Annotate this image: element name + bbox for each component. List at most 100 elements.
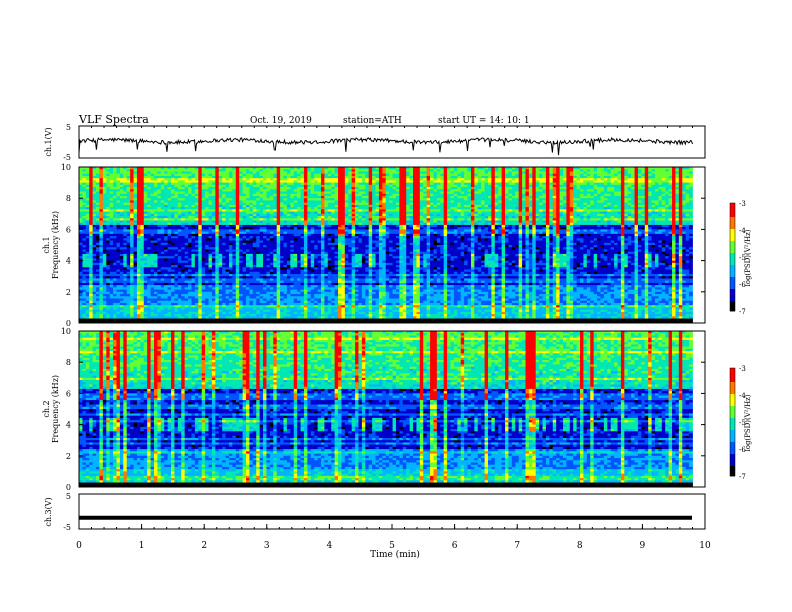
spectrogram-cell xyxy=(436,173,441,177)
spectrogram-cell xyxy=(228,175,233,179)
spectrogram-cell xyxy=(123,182,128,186)
spectrogram-cell xyxy=(406,200,410,204)
spectrogram-cell xyxy=(286,178,291,181)
spectrogram-cell xyxy=(106,191,111,195)
spectrogram-cell xyxy=(361,189,366,192)
spectrogram-cell xyxy=(157,204,162,208)
spectrogram-cell xyxy=(225,184,230,188)
spectrogram-cell xyxy=(259,193,264,197)
spectrogram-cell xyxy=(392,184,397,188)
spectrogram-cell xyxy=(637,167,642,170)
spectrogram-cell xyxy=(545,167,550,170)
spectrogram-cell xyxy=(423,193,428,197)
spectrogram-cell xyxy=(583,175,588,179)
spectrogram-cell xyxy=(92,207,97,210)
spectrogram-cell xyxy=(211,184,216,188)
spectrogram-cell xyxy=(300,178,305,181)
spectrogram-cell xyxy=(174,180,179,183)
spectrogram-cell xyxy=(467,178,472,181)
spectrogram-cell xyxy=(348,202,353,206)
spectrogram-cell xyxy=(218,200,223,204)
spectrogram-cell xyxy=(406,189,410,192)
spectrogram-cell xyxy=(402,195,407,199)
spectrogram-cell xyxy=(164,200,169,204)
spectrogram-cell xyxy=(392,167,397,170)
spectrogram-cell xyxy=(532,182,537,186)
spectrogram-cell xyxy=(109,182,114,186)
spectrogram-cell xyxy=(280,202,284,206)
spectrogram-cell xyxy=(556,191,560,195)
spectrogram-cell xyxy=(123,175,128,179)
spectrogram-cell xyxy=(188,180,192,183)
spectrogram-cell xyxy=(545,193,550,197)
spectrogram-cell xyxy=(113,189,117,192)
spectrogram-cell xyxy=(228,187,233,190)
spectrogram-cell xyxy=(184,204,189,208)
spectrogram-cell xyxy=(508,178,513,181)
spectrogram-cell xyxy=(361,171,366,175)
spectrogram-cell xyxy=(334,198,339,201)
spectrogram-cell xyxy=(522,173,526,177)
spectrogram-cell xyxy=(481,207,485,210)
spectrogram-cell xyxy=(440,171,445,175)
spectrogram-cell xyxy=(443,200,448,204)
spectrogram-cell xyxy=(484,175,489,179)
spectrogram-cell xyxy=(263,184,267,188)
spectrogram-cell xyxy=(501,195,506,199)
spectrogram-cell xyxy=(484,193,489,197)
spectrogram-cell xyxy=(576,191,581,195)
spectrogram-cell xyxy=(246,180,250,183)
spectrogram-cell xyxy=(460,169,465,172)
spectrogram-cell xyxy=(276,180,281,183)
spectrogram-cell xyxy=(464,202,468,206)
spectrogram-cell xyxy=(539,189,543,192)
spectrogram-cell xyxy=(620,195,625,199)
spectrogram-cell xyxy=(542,182,547,186)
spectrogram-cell xyxy=(470,167,475,170)
spectrogram-cell xyxy=(491,178,496,181)
spectrogram-cell xyxy=(96,193,100,197)
spectrogram-cell xyxy=(426,187,431,190)
spectrogram-cell xyxy=(79,184,83,188)
spectrogram-cell xyxy=(535,204,540,208)
spectrogram-cell xyxy=(191,167,196,170)
spectrogram-cell xyxy=(651,207,656,210)
spectrogram-cell xyxy=(205,175,209,179)
spectrogram-cell xyxy=(283,202,288,206)
spectrogram-cell xyxy=(542,204,547,208)
spectrogram-cell xyxy=(576,187,581,190)
spectrogram-cell xyxy=(286,182,291,186)
spectrogram-cell xyxy=(177,193,182,197)
spectrogram-cell xyxy=(641,175,646,179)
spectrogram-cell xyxy=(433,204,438,208)
spectrogram-cell xyxy=(573,193,577,197)
spectrogram-cell xyxy=(689,195,693,199)
spectrogram-cell xyxy=(338,198,342,201)
spectrogram-cell xyxy=(113,191,117,195)
spectrogram-cell xyxy=(283,175,288,179)
spectrogram-cell xyxy=(167,182,172,186)
spectrogram-cell xyxy=(99,169,104,172)
spectrogram-cell xyxy=(494,182,499,186)
spectrogram-cell xyxy=(198,178,203,181)
spectrogram-cell xyxy=(375,198,380,201)
spectrogram-cell xyxy=(181,167,186,170)
spectrogram-cell xyxy=(99,175,104,179)
spectrogram-cell xyxy=(419,207,424,210)
spectrogram-cell xyxy=(378,171,383,175)
spectrogram-cell xyxy=(79,178,83,181)
spectrogram-cell xyxy=(303,178,308,181)
spectrogram-cell xyxy=(96,189,100,192)
spectrogram-cell xyxy=(474,182,479,186)
spectrogram-cell xyxy=(586,184,591,188)
spectrogram-cell xyxy=(263,187,267,190)
spectrogram-cell xyxy=(665,191,670,195)
spectrogram-cell xyxy=(331,167,336,170)
spectrogram-cell xyxy=(263,173,267,177)
spectrogram-cell xyxy=(171,182,175,186)
spectrogram-cell xyxy=(631,173,635,177)
spectrogram-cell xyxy=(682,175,687,179)
spectrogram-cell xyxy=(225,187,230,190)
spectrogram-cell xyxy=(682,200,687,204)
spectrogram-cell xyxy=(433,180,438,183)
